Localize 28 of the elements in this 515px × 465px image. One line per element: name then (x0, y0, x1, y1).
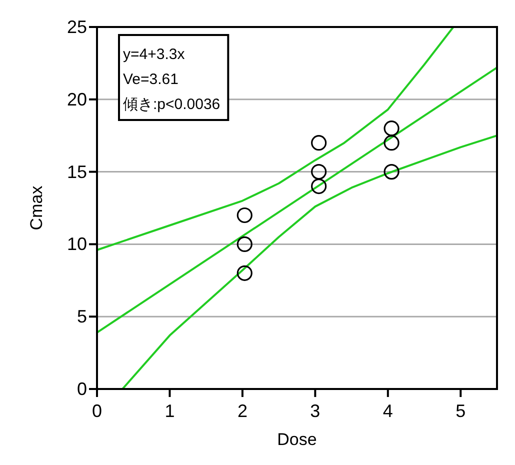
y-tick-label: 0 (76, 379, 87, 399)
y-tick-label: 25 (66, 17, 87, 37)
y-axis-title: Cmax (27, 185, 46, 230)
point (384, 120, 400, 136)
y-tick-label: 5 (76, 306, 87, 327)
annotation: 傾き:p<0.0036 (123, 96, 220, 113)
line-series (121, 134, 497, 389)
point (236, 236, 252, 252)
x-tick-label: 3 (310, 401, 320, 421)
y-tick-label: 15 (66, 162, 87, 182)
point (236, 265, 252, 281)
x-tick-label: 1 (164, 401, 175, 421)
x-tick-label: 2 (237, 401, 248, 421)
x-tick-label: 0 (92, 401, 102, 421)
x-tick-label: 4 (382, 401, 393, 421)
line-series (97, 27, 454, 251)
point (311, 164, 327, 180)
point (236, 207, 252, 224)
point (311, 135, 327, 151)
point (384, 164, 400, 180)
point (384, 135, 400, 151)
annotation: y=4+3.3x (123, 46, 186, 63)
annotation: Ve=3.61 (123, 71, 178, 88)
point (311, 178, 327, 194)
y-tick-label: 20 (66, 89, 87, 110)
x-axis-title: Dose (277, 430, 317, 449)
x-tick-label: 5 (456, 401, 466, 421)
y-tick-label: 10 (66, 234, 87, 254)
